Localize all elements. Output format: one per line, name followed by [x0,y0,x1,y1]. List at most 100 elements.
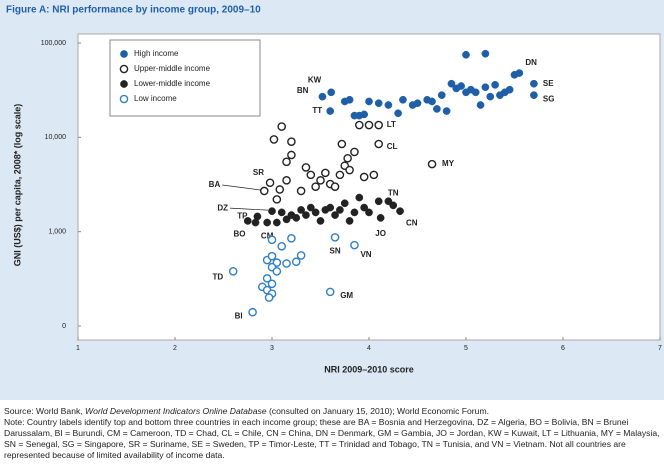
point-label: SG [543,94,555,103]
point [259,186,269,196]
point [481,49,490,58]
point [374,139,384,149]
y-axis-title: GNI (US$) per capita, 2008* (log scale) [12,104,22,267]
y-tick-label: 100,000 [41,40,66,47]
point [530,91,538,100]
point-label: DZ [217,203,228,212]
point [228,267,238,276]
point [263,218,271,227]
x-tick-label: 4 [367,345,371,352]
point [326,107,335,115]
point-label: TN [388,188,399,197]
point [345,95,354,104]
point [428,97,436,106]
point [369,170,379,180]
point [505,85,514,94]
point-label: GM [340,291,353,300]
point [273,218,281,227]
point-label: TP [237,212,248,221]
point [442,107,451,115]
point [374,120,384,130]
point [491,81,499,89]
point [394,109,402,118]
point-label: VN [360,250,371,259]
source-text: Source: World Bank, [4,406,86,416]
point [476,101,485,109]
chart: Figure A: NRI performance by income grou… [6,5,662,375]
point [243,217,252,225]
legend-label: Upper-middle income [134,64,211,73]
point [481,83,490,92]
point [330,233,340,242]
point [268,207,276,216]
point [389,201,398,210]
point [437,91,446,100]
point [311,182,320,191]
point [354,120,364,130]
legend-marker [120,50,128,58]
point [311,208,320,217]
point [264,293,274,302]
point-label: DN [525,58,537,67]
point-label: CL [387,142,398,151]
legend-box [109,39,261,117]
point [340,199,349,208]
point-label: BN [297,86,309,95]
chart-title: Figure A: NRI performance by income grou… [6,5,261,16]
point [272,195,282,204]
x-tick-label: 2 [173,345,177,352]
x-tick-label: 3 [270,345,274,352]
point-label: BI [235,311,243,320]
point [267,279,277,289]
source: Source: World Bank, World Development In… [4,406,660,417]
point [296,186,306,196]
point-label: JO [375,229,386,238]
point [321,168,330,178]
point [267,235,277,245]
x-axis-title: NRI 2009–2010 score [324,364,414,374]
point [287,150,296,160]
point [457,82,465,90]
point [316,217,325,225]
point-label: CN [406,218,418,227]
point [350,208,359,217]
point [365,97,373,106]
point [262,274,272,283]
point [318,92,327,101]
point [359,172,369,182]
point [316,176,325,185]
point-label: SN [329,246,340,255]
point [277,122,287,131]
point [433,105,441,113]
point [471,88,480,97]
point [413,99,422,108]
point-label: CM [261,232,274,241]
point [282,259,291,268]
point [282,157,291,167]
point [486,92,495,101]
point [251,218,260,227]
point [265,178,275,188]
point [337,139,347,149]
point [267,251,277,261]
point [248,307,257,317]
point [384,101,393,109]
point [360,203,368,212]
point [277,241,287,251]
point [360,110,368,119]
point [297,206,305,214]
point [462,50,470,59]
point [277,208,286,217]
x-tick-label: 5 [464,345,468,352]
y-tick-label: 0 [62,323,66,330]
point [365,208,373,217]
point [269,135,279,144]
point [287,137,296,146]
point [336,206,344,214]
point [427,159,437,169]
point [275,185,285,194]
point [447,79,456,88]
point [291,257,301,267]
point [345,165,354,175]
